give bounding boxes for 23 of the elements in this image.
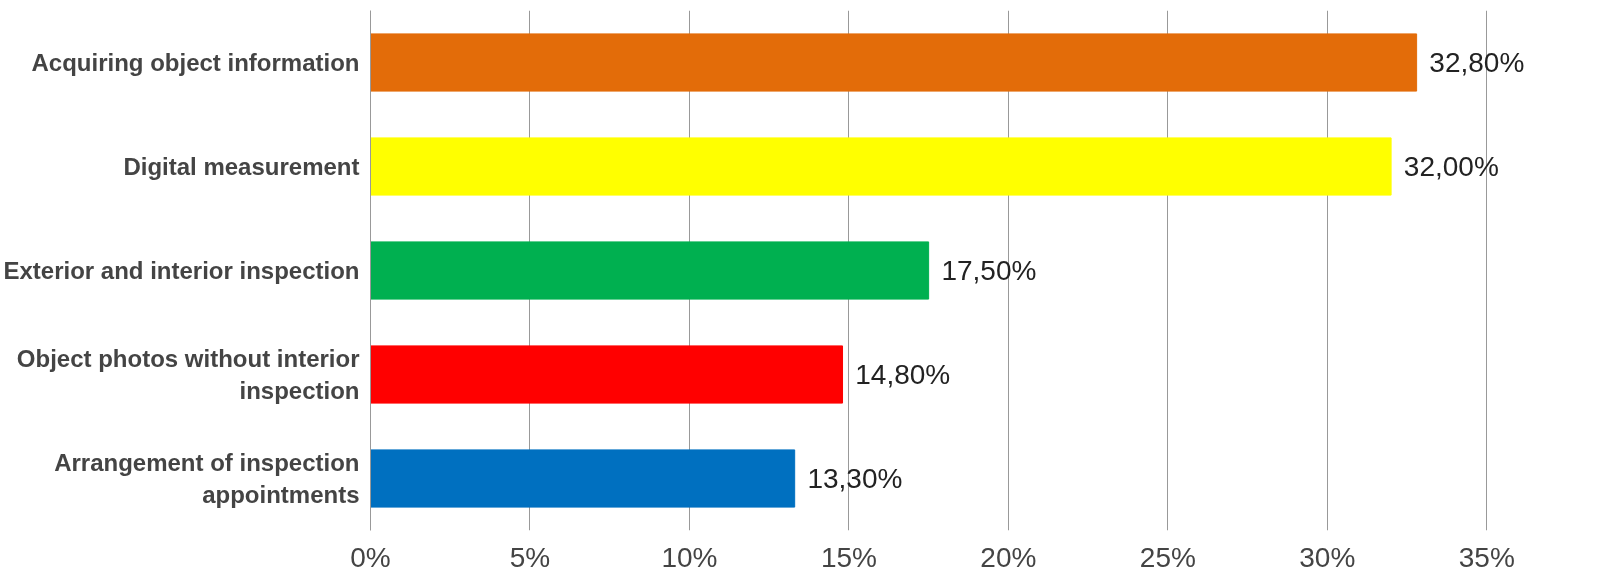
x-tick-label: 10% [661,541,718,573]
y-tick-label: Arrangement of inspection appointments [54,448,360,509]
bar [370,33,1418,92]
data-label: 13,30% [807,463,903,494]
x-tick-label: 20% [980,541,1037,573]
y-tick-label: Acquiring object information [31,49,360,76]
y-tick-label: Digital measurement [123,153,360,180]
bar [370,241,930,300]
x-tick-label: 30% [1299,541,1356,573]
data-label: 17,50% [941,255,1037,286]
bar [370,345,844,404]
x-tick-label: 35% [1458,541,1515,573]
bar [370,449,796,508]
data-label: 14,80% [855,359,951,390]
x-tick-label: 15% [820,541,877,573]
data-label: 32,80% [1429,47,1525,78]
x-tick-label: 5% [509,541,551,573]
y-tick-label: Object photos without interior inspection [16,344,360,405]
x-tick-label: 25% [1139,541,1196,573]
y-tick-label: Exterior and interior inspection [3,257,360,284]
bar [370,137,1392,196]
data-label: 32,00% [1403,151,1499,182]
x-tick-label: 0% [350,541,391,573]
